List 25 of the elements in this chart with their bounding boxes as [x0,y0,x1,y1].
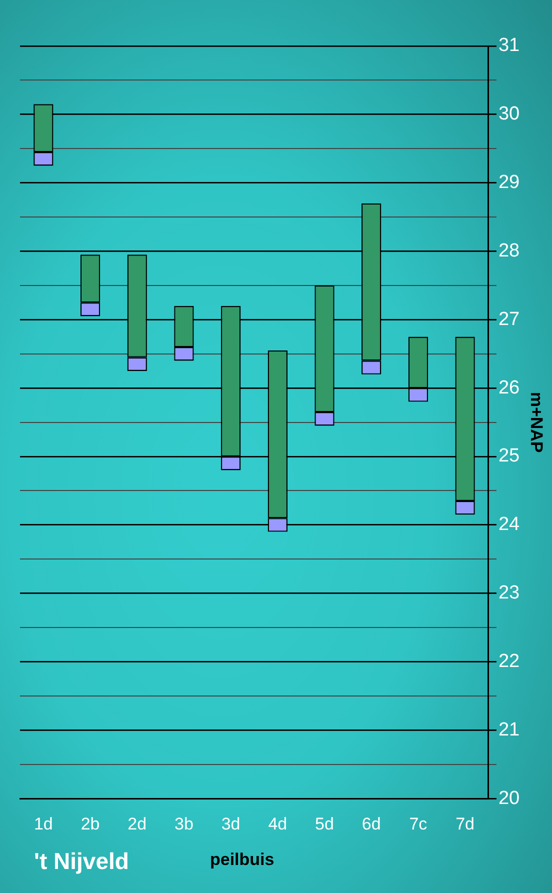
x-tick-label: 5d [315,814,334,834]
y-tick-label: 25 [498,446,520,467]
x-tick-label: 2b [80,814,100,834]
y-axis-title: m+NAP [527,392,546,453]
y-tick-label: 24 [498,514,520,536]
x-axis-title: peilbuis [210,850,274,870]
y-tick-label: 28 [498,240,520,262]
x-tick-label: 3b [174,814,194,834]
x-tick-label: 2d [128,814,147,834]
x-tick-label: 7d [456,814,475,834]
y-tick-label: 20 [498,788,520,809]
x-tick-label: 4d [268,814,288,834]
x-tick-label: 3d [221,814,240,834]
y-tick-label: 22 [498,651,520,672]
y-tick-label: 29 [498,172,520,194]
y-tick-label: 27 [498,308,520,330]
x-tick-label: 7c [409,814,428,834]
text: 't Nijveld [34,848,129,875]
y-tick-label: 30 [498,104,520,125]
x-tick-label: 6d [362,814,381,834]
y-tick-label: 26 [498,377,520,398]
y-tick-label: 21 [498,719,520,740]
y-tick-label: 23 [498,582,520,604]
y-tick-label: 31 [498,35,520,56]
x-tick-label: 1d [34,814,53,834]
